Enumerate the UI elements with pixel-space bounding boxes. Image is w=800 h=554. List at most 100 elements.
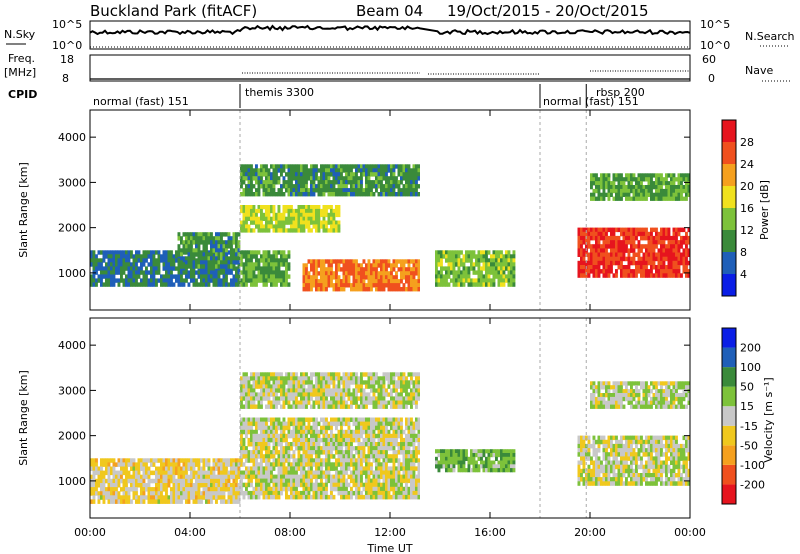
heatmap-cell xyxy=(230,264,233,269)
heatmap-cell xyxy=(242,208,246,214)
heatmap-cell xyxy=(260,388,263,393)
heatmap-cell xyxy=(352,271,356,276)
heatmap-cell xyxy=(350,458,353,463)
heatmap-cell xyxy=(342,421,346,427)
heatmap-cell xyxy=(390,417,393,422)
heatmap-cell xyxy=(107,250,111,255)
heatmap-cell xyxy=(440,278,443,283)
heatmap-cell xyxy=(240,458,243,463)
heatmap-cell xyxy=(625,273,628,278)
heatmap-cell xyxy=(312,172,316,177)
heatmap-cell xyxy=(275,168,278,173)
heatmap-cell xyxy=(245,380,248,385)
heatmap-cell xyxy=(337,287,341,292)
heatmap-cell xyxy=(187,282,191,287)
heatmap-cell xyxy=(602,256,606,262)
heatmap-cell xyxy=(377,466,381,471)
heatmap-cell xyxy=(132,262,136,267)
heatmap-cell xyxy=(315,474,318,480)
heatmap-cell xyxy=(402,486,406,492)
heatmap-cell xyxy=(240,429,243,435)
heatmap-cell xyxy=(265,282,268,287)
heatmap-cell xyxy=(120,262,123,267)
heatmap-cell xyxy=(297,478,301,484)
heatmap-cell xyxy=(650,188,653,194)
heatmap-cell xyxy=(150,491,153,496)
heatmap-cell xyxy=(240,433,243,439)
heatmap-cell xyxy=(505,274,508,279)
heatmap-cell xyxy=(640,196,643,201)
heatmap-cell xyxy=(360,279,363,284)
heatmap-cell xyxy=(122,499,126,504)
heatmap-cell xyxy=(337,417,341,422)
heatmap-cell xyxy=(607,173,611,178)
heatmap-cell xyxy=(95,278,98,283)
heatmap-cell xyxy=(350,450,353,455)
heatmap-cell xyxy=(147,250,151,255)
heatmap-cell xyxy=(372,421,376,427)
heatmap-cell xyxy=(270,450,273,455)
heatmap-cell xyxy=(317,180,321,185)
heatmap-cell xyxy=(240,208,243,214)
heatmap-cell xyxy=(325,490,328,496)
heatmap-cell xyxy=(375,470,378,475)
heatmap-cell xyxy=(397,164,401,169)
heatmap-cell xyxy=(112,258,116,263)
heatmap-cell xyxy=(147,478,151,484)
heatmap-cell xyxy=(177,487,181,492)
heatmap-cell xyxy=(447,270,451,275)
heatmap-cell xyxy=(350,437,353,443)
heatmap-cell xyxy=(265,228,268,233)
heatmap-cell xyxy=(350,259,353,264)
heatmap-cell xyxy=(415,184,418,189)
heatmap-cell xyxy=(220,236,223,241)
heatmap-cell xyxy=(335,450,338,455)
heatmap-cell xyxy=(280,168,283,173)
heatmap-cell xyxy=(140,462,143,467)
heatmap-cell xyxy=(315,267,318,272)
heatmap-cell xyxy=(232,274,236,279)
colorbar-swatch xyxy=(722,164,736,186)
heatmap-cell xyxy=(170,266,173,271)
heatmap-cell xyxy=(162,478,166,484)
heatmap-cell xyxy=(347,172,351,177)
heatmap-cell xyxy=(270,400,273,405)
heatmap-cell xyxy=(297,205,301,210)
heatmap-cell xyxy=(257,208,261,214)
heatmap-cell xyxy=(322,470,326,475)
heatmap-cell xyxy=(607,185,611,190)
heatmap-cell xyxy=(310,279,313,284)
heatmap-cell xyxy=(392,462,396,467)
heatmap-cell xyxy=(207,474,211,480)
heatmap-cell xyxy=(385,176,388,181)
heatmap-cell xyxy=(485,262,488,267)
heatmap-cell xyxy=(247,490,251,496)
heatmap-cell xyxy=(580,265,583,270)
heatmap-cell xyxy=(467,250,471,255)
heatmap-cell xyxy=(260,380,263,385)
heatmap-cell xyxy=(122,466,126,471)
heatmap-cell xyxy=(252,458,256,463)
heatmap-cell xyxy=(302,429,306,435)
heatmap-cell xyxy=(310,433,313,439)
heatmap-cell xyxy=(95,483,98,488)
heatmap-cell xyxy=(512,270,516,275)
heatmap-cell xyxy=(390,271,393,276)
heatmap-cell xyxy=(277,433,281,439)
heatmap-cell xyxy=(242,425,246,431)
heatmap-cell xyxy=(407,478,411,484)
heatmap-cell xyxy=(110,495,113,500)
heatmap-cell xyxy=(620,231,623,237)
heatmap-cell xyxy=(627,260,631,266)
heatmap-cell xyxy=(220,478,223,484)
heatmap-cell xyxy=(362,450,366,455)
heatmap-cell xyxy=(292,450,296,455)
heatmap-cell xyxy=(410,172,413,177)
heatmap-cell xyxy=(417,474,421,480)
heatmap-cell xyxy=(637,231,641,237)
heatmap-cell xyxy=(447,258,451,263)
heatmap-cell xyxy=(637,181,641,186)
heatmap-cell xyxy=(152,266,156,271)
heatmap-cell xyxy=(297,437,301,443)
heatmap-cell xyxy=(660,256,663,262)
